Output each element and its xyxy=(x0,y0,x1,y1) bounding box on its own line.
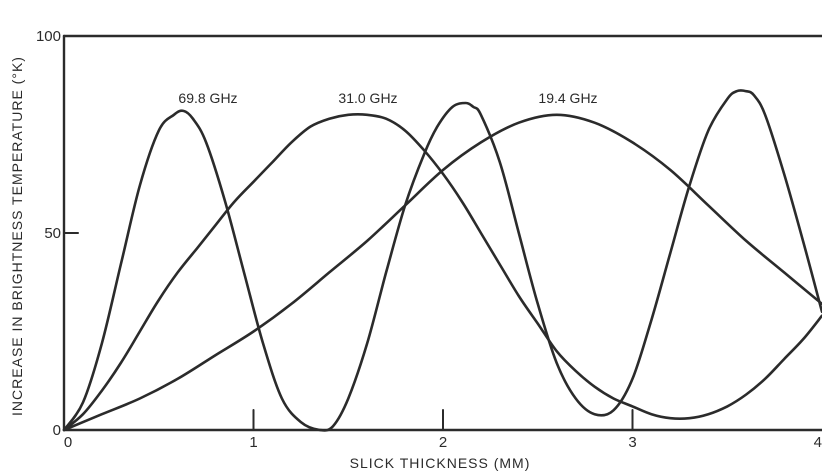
x-tick-label: 2 xyxy=(439,434,447,451)
y-axis-ticks: 0 50 100 xyxy=(36,28,79,439)
x-tick-label: 4 xyxy=(814,434,822,451)
y-tick-label: 0 xyxy=(53,422,61,439)
series-line-19-4-ghz xyxy=(62,113,822,432)
y-tick-label: 50 xyxy=(44,225,61,242)
x-tick-label: 0 xyxy=(64,434,72,451)
series-line-31-0-ghz xyxy=(62,112,822,432)
series-labels: 69.8 GHz 31.0 GHz 19.4 GHz xyxy=(178,90,597,106)
y-axis-title: INCREASE IN BRIGHTNESS TEMPERATURE (°K) xyxy=(9,56,25,416)
series-label-69-8-ghz: 69.8 GHz xyxy=(178,90,237,106)
x-axis-ticks: 0 1 2 3 4 xyxy=(64,409,822,451)
series-line-69-8-ghz xyxy=(62,89,822,432)
x-tick-label: 3 xyxy=(628,434,636,451)
x-tick-label: 1 xyxy=(249,434,257,451)
series-label-31-0-ghz: 31.0 GHz xyxy=(338,90,397,106)
y-tick-label: 100 xyxy=(36,28,61,45)
x-axis-title: SLICK THICKNESS (MM) xyxy=(350,455,531,471)
series-group xyxy=(62,89,822,432)
series-label-19-4-ghz: 19.4 GHz xyxy=(538,90,597,106)
